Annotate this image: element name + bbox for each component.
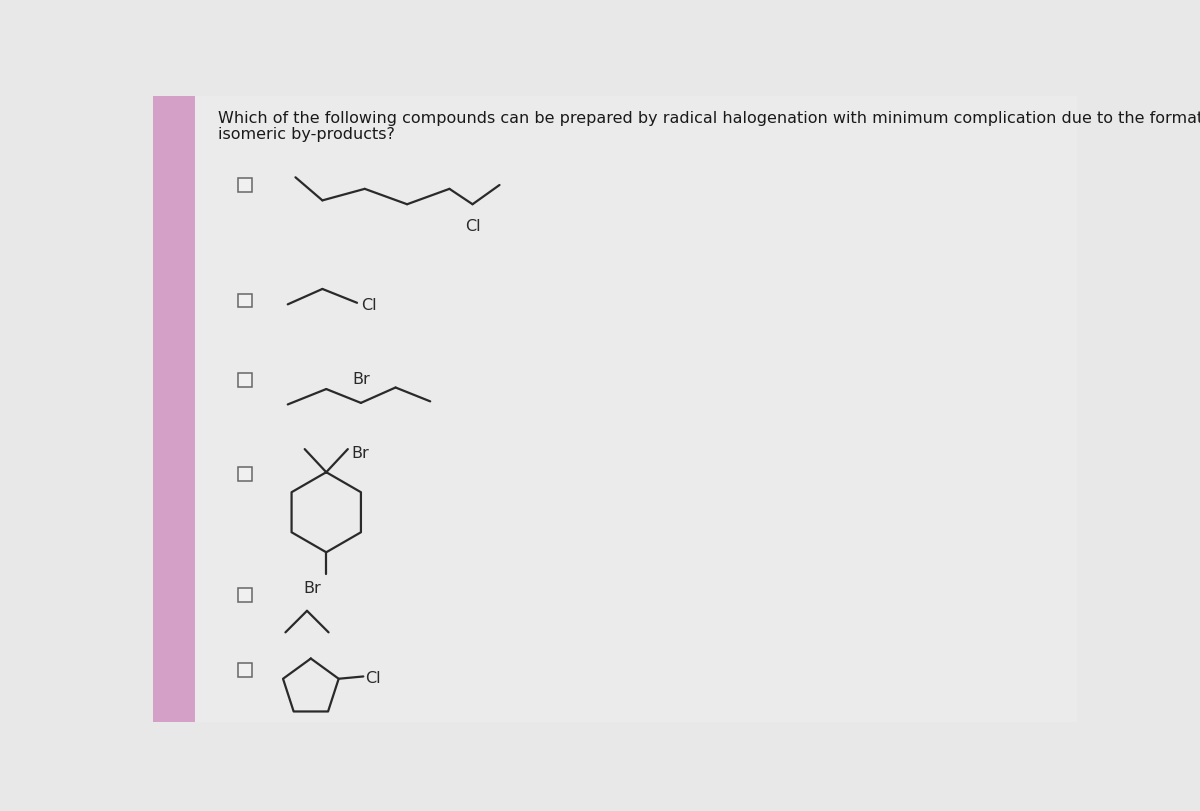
Text: Cl: Cl (464, 219, 480, 234)
Text: isomeric by-products?: isomeric by-products? (218, 127, 395, 142)
Text: Br: Br (352, 371, 370, 387)
Text: Br: Br (304, 581, 320, 595)
FancyBboxPatch shape (239, 373, 252, 388)
Bar (154, 97, 196, 722)
Text: Cl: Cl (365, 670, 380, 684)
FancyBboxPatch shape (239, 467, 252, 481)
FancyBboxPatch shape (239, 294, 252, 308)
Text: Br: Br (350, 446, 368, 461)
Text: Which of the following compounds can be prepared by radical halogenation with mi: Which of the following compounds can be … (218, 111, 1200, 127)
FancyBboxPatch shape (239, 663, 252, 677)
Text: Cl: Cl (361, 298, 377, 312)
FancyBboxPatch shape (239, 179, 252, 193)
FancyBboxPatch shape (239, 589, 252, 603)
